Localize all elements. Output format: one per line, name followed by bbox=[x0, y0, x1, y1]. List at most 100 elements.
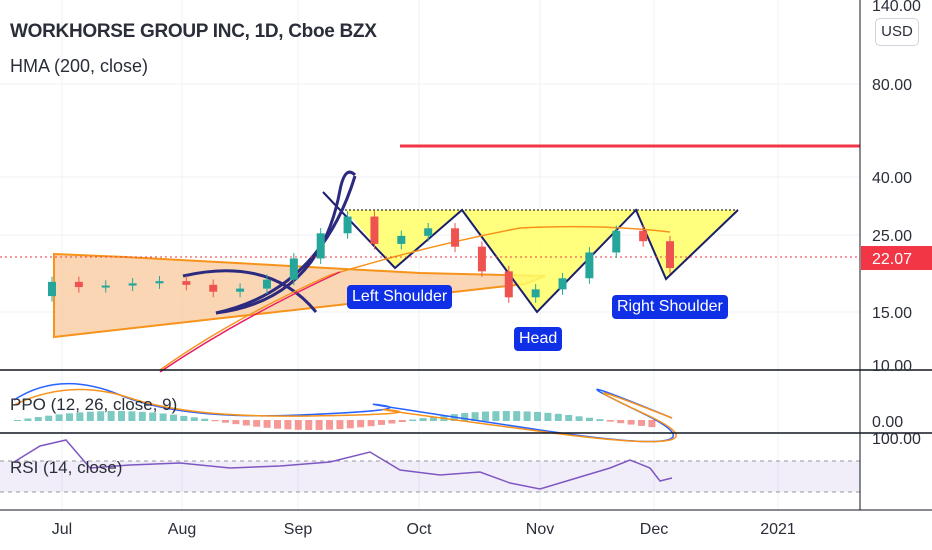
ppo-indicator-label[interactable]: PPO (12, 26, close, 9) bbox=[10, 395, 178, 414]
candle-body bbox=[612, 230, 621, 253]
candle-body bbox=[343, 216, 352, 234]
ppo-histogram-bar bbox=[201, 418, 209, 421]
ppo-histogram-bar bbox=[554, 413, 562, 421]
hma-indicator-label[interactable]: HMA (200, close) bbox=[10, 56, 149, 76]
shoulder-fill-right bbox=[636, 210, 738, 279]
ppo-histogram-bar bbox=[627, 420, 635, 425]
candle-body bbox=[101, 285, 110, 288]
current-price-label: 22.07 bbox=[872, 251, 912, 268]
candle-body bbox=[74, 281, 83, 288]
ppo-histogram-bar bbox=[180, 415, 188, 421]
ppo-histogram-bar bbox=[24, 418, 32, 421]
ppo-histogram-bar bbox=[606, 420, 614, 422]
candle-body bbox=[531, 289, 540, 298]
candle-body bbox=[424, 228, 433, 236]
ppo-histogram-bar bbox=[430, 416, 437, 421]
candle-body bbox=[504, 271, 513, 298]
ppo-histogram-bar bbox=[190, 417, 198, 421]
candle-body bbox=[48, 281, 56, 297]
ppo-histogram-bar bbox=[34, 417, 42, 421]
ppo-histogram-bar bbox=[409, 419, 417, 421]
candle-body bbox=[477, 246, 486, 272]
candle-body bbox=[370, 216, 379, 244]
ppo-histogram-bar bbox=[263, 420, 271, 428]
ppo-histogram-bar bbox=[586, 417, 593, 421]
ppo-histogram-bar bbox=[284, 420, 292, 430]
chart-title: WORKHORSE GROUP INC, 1D, Cboe BZX bbox=[10, 21, 377, 42]
ppo-histogram-bar bbox=[565, 414, 573, 421]
ppo-histogram-bar bbox=[45, 415, 53, 421]
candle-body bbox=[262, 279, 271, 289]
ppo-histogram-bar bbox=[367, 420, 375, 427]
axes: 140.00 80.00 40.00 25.00 15.00 10.00 22.07 0.00… bbox=[0, 0, 932, 538]
ppo-histogram-bar bbox=[596, 419, 604, 421]
price-tick-label: 10.00 bbox=[872, 358, 912, 375]
ppo-histogram-bar bbox=[253, 420, 261, 427]
current-price-tag bbox=[861, 246, 932, 270]
ppo-histogram-bar bbox=[118, 411, 125, 421]
ppo-histogram-bar bbox=[575, 416, 583, 421]
ppo-histogram-bar bbox=[128, 411, 136, 421]
ppo-tick-label: 0.00 bbox=[872, 414, 903, 431]
candle-body bbox=[666, 241, 674, 268]
hma-line bbox=[159, 225, 671, 371]
time-tick-label: Nov bbox=[526, 521, 554, 538]
time-tick-label: Dec bbox=[640, 521, 668, 538]
head-label: Head bbox=[514, 327, 563, 351]
price-tick-label: 15.00 bbox=[872, 305, 912, 322]
ppo-histogram-bar bbox=[482, 411, 489, 421]
shoulder-fill-middle bbox=[462, 210, 636, 312]
ppo-histogram-bar bbox=[388, 420, 396, 424]
ppo-histogram-bar bbox=[513, 411, 521, 421]
ppo-histogram-bar bbox=[326, 420, 333, 430]
currency-button[interactable]: USD bbox=[875, 18, 919, 46]
ppo-histogram-bar bbox=[76, 412, 84, 421]
ppo-histogram-bar bbox=[149, 412, 157, 421]
rsi-band bbox=[0, 461, 860, 492]
right-shoulder-label: Right Shoulder bbox=[612, 295, 728, 319]
candle-body bbox=[209, 284, 218, 292]
candle-body bbox=[236, 288, 245, 292]
ppo-histogram-bar bbox=[315, 420, 323, 430]
ppo-histogram-bar bbox=[138, 411, 146, 421]
ppo-histogram-bar bbox=[294, 420, 302, 430]
ppo-histogram-bar bbox=[534, 412, 541, 421]
ppo-histogram-bar bbox=[14, 420, 21, 421]
ppo-histogram-bar bbox=[336, 420, 344, 430]
rsi-indicator-label[interactable]: RSI (14, close) bbox=[10, 458, 123, 477]
ppo-histogram-bar bbox=[66, 413, 73, 421]
ppo-histogram-bar bbox=[97, 411, 105, 421]
ppo-histogram-bar bbox=[305, 420, 313, 430]
candle-body bbox=[182, 281, 191, 285]
time-tick-label: Jul bbox=[52, 521, 72, 538]
candle-body bbox=[128, 283, 137, 286]
hma-line-red bbox=[159, 271, 341, 373]
candle-body bbox=[397, 235, 406, 244]
time-tick-label: Sep bbox=[284, 521, 313, 538]
ppo-histogram-bar bbox=[86, 411, 94, 421]
price-tick-label: 40.00 bbox=[872, 170, 912, 187]
ppo-signal-line bbox=[13, 388, 677, 443]
time-tick-label: Oct bbox=[407, 521, 432, 538]
candle-body bbox=[289, 258, 298, 280]
ppo-histogram-bar bbox=[222, 420, 229, 423]
candlestick-series bbox=[48, 211, 674, 303]
rsi-tick-label: 100.00 bbox=[872, 431, 921, 448]
indicator-panes bbox=[0, 382, 860, 493]
candle-body bbox=[155, 281, 164, 284]
ppo-histogram-bar bbox=[492, 411, 500, 421]
ppo-histogram-bar bbox=[461, 413, 469, 421]
candle-body bbox=[316, 233, 325, 259]
ppo-histogram-bar bbox=[55, 414, 63, 421]
price-tick-label: 80.00 bbox=[872, 77, 912, 94]
ppo-histogram-bar bbox=[544, 412, 552, 421]
ppo-histogram-bar bbox=[159, 413, 167, 421]
candle-body bbox=[558, 278, 567, 290]
ppo-histogram-bar bbox=[502, 411, 510, 421]
candle-body bbox=[451, 228, 460, 247]
ppo-histogram-bar bbox=[170, 414, 177, 421]
rsi-line bbox=[13, 439, 673, 490]
pattern-outline bbox=[322, 191, 739, 314]
ppo-histogram-bar bbox=[378, 420, 385, 425]
